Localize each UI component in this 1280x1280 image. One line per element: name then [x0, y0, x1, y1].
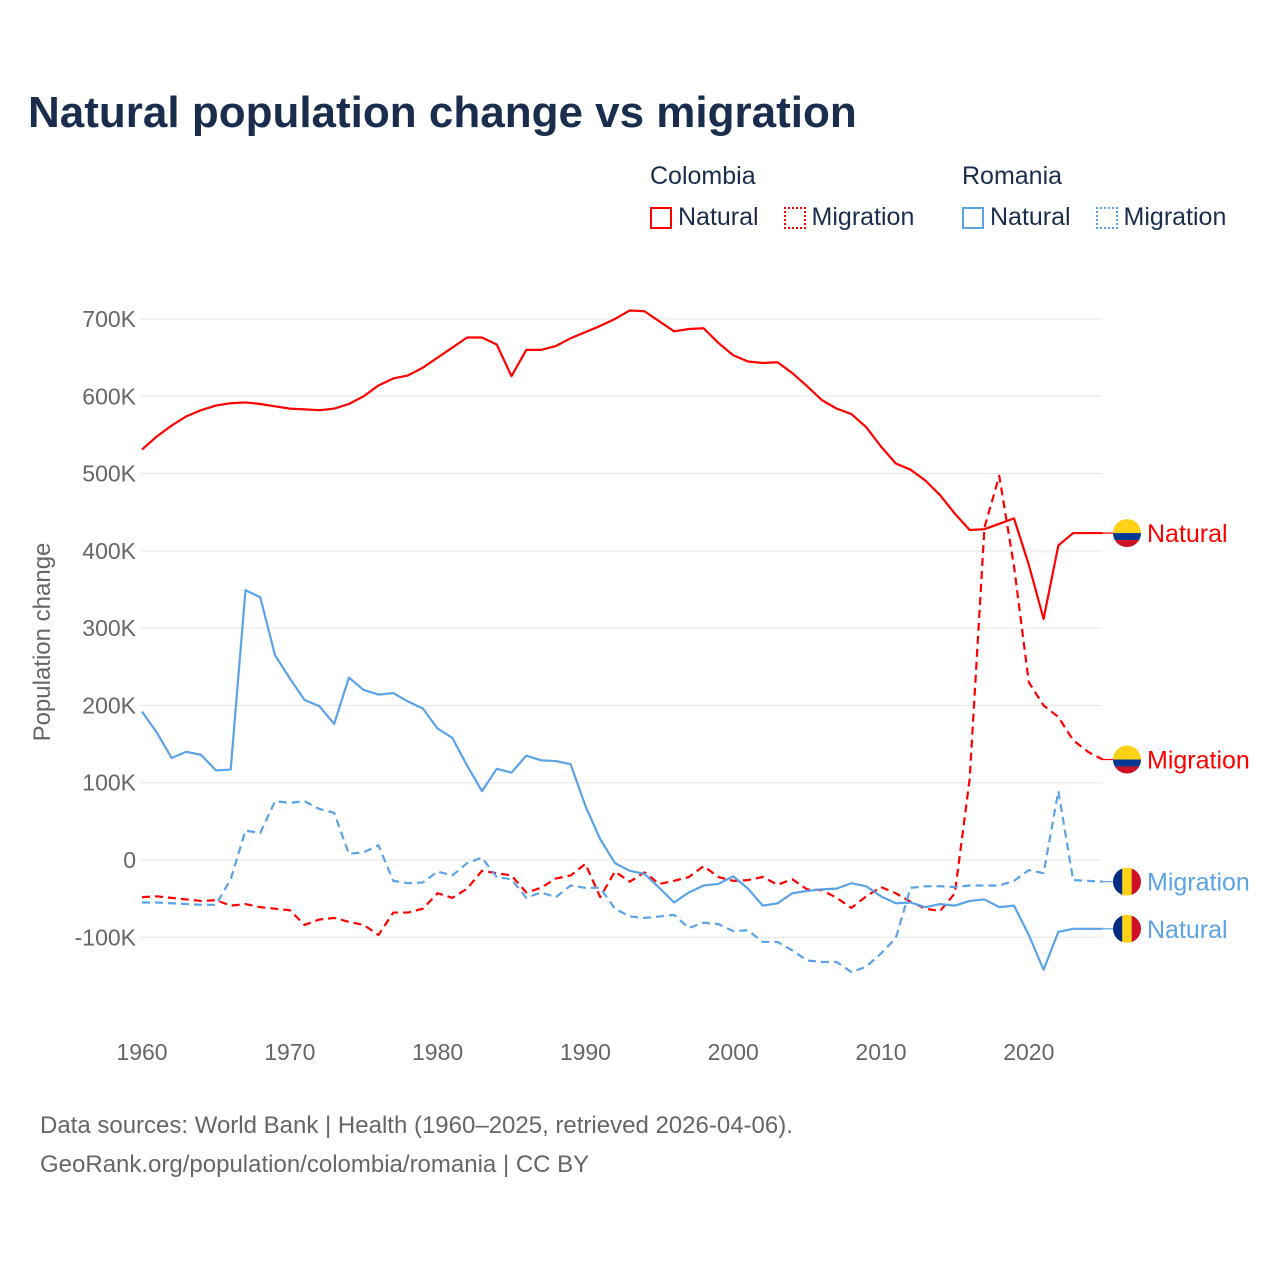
x-tick-label: 1970: [264, 1039, 315, 1065]
y-tick-label: 100K: [82, 770, 136, 796]
legend-colombia-natural[interactable]: Natural: [650, 203, 759, 232]
x-tick-label: 2010: [855, 1039, 906, 1065]
source-note: Data sources: World Bank | Health (1960–…: [40, 1106, 793, 1184]
flag-stripe: [1113, 867, 1123, 896]
chart-title: Natural population change vs migration: [28, 88, 857, 137]
flag-stripe: [1113, 519, 1141, 534]
x-tick-label: 2020: [1003, 1039, 1054, 1065]
source-line-2[interactable]: GeoRank.org/population/colombia/romania …: [40, 1151, 590, 1178]
flag-stripe: [1113, 745, 1141, 760]
flag-stripe: [1122, 867, 1132, 896]
legend-label: Migration: [1123, 203, 1227, 231]
y-tick-label: 0: [123, 847, 136, 873]
legend-label: Natural: [990, 203, 1071, 231]
legend-swatch-solid: [650, 206, 672, 229]
legend-romania: Romania Natural Migration: [962, 162, 1226, 236]
series-end-label: Natural: [1147, 520, 1228, 548]
flag-romania-icon: [1113, 914, 1141, 943]
flag-stripe: [1122, 914, 1132, 943]
series-line-colombia-migration: [141, 474, 1104, 937]
x-tick-label: 2000: [708, 1039, 759, 1065]
flag-stripe: [1113, 533, 1141, 541]
y-tick-label: 400K: [82, 538, 136, 564]
flag-colombia-icon: [1113, 745, 1141, 774]
flag-colombia-icon: [1113, 519, 1141, 548]
y-tick-label: 200K: [82, 692, 136, 718]
y-tick-label: 300K: [82, 615, 136, 641]
series-line-romania-natural: [141, 589, 1103, 971]
y-tick-label: 600K: [82, 383, 136, 409]
x-tick-label: 1990: [560, 1039, 611, 1065]
legend-romania-natural[interactable]: Natural: [962, 203, 1071, 232]
legend-colombia: Colombia Natural Migration: [650, 162, 932, 236]
series-line-romania-migration: [142, 790, 1103, 974]
legend-country-colombia: Colombia: [650, 162, 756, 190]
series-line-colombia-natural: [141, 309, 1103, 620]
legend-label: Migration: [811, 203, 915, 231]
series-end-label: Migration: [1147, 869, 1250, 897]
y-tick-label: -100K: [75, 924, 137, 950]
y-tick-label: 700K: [82, 306, 136, 332]
flag-stripe: [1131, 867, 1141, 896]
y-axis-label: Population change: [29, 543, 56, 742]
source-line-1: Data sources: World Bank | Health (1960–…: [40, 1112, 793, 1139]
x-tick-label: 1960: [116, 1039, 167, 1065]
flag-stripe: [1113, 914, 1123, 943]
legend-label: Natural: [678, 203, 759, 231]
legend-swatch-solid: [962, 206, 984, 229]
y-tick-label: 500K: [82, 461, 136, 487]
legend-romania-migration[interactable]: Migration: [1095, 203, 1227, 232]
series-end-label: Migration: [1147, 747, 1250, 775]
legend-country-romania: Romania: [962, 162, 1063, 190]
flag-romania-icon: [1113, 867, 1141, 896]
flag-stripe: [1113, 759, 1141, 767]
legend-colombia-migration[interactable]: Migration: [783, 203, 915, 232]
x-tick-label: 1980: [412, 1039, 463, 1065]
flag-stripe: [1113, 540, 1141, 548]
flag-stripe: [1113, 766, 1141, 774]
legend-swatch-dotted: [783, 206, 806, 229]
flag-stripe: [1131, 914, 1141, 943]
series-end-label: Natural: [1147, 916, 1228, 944]
legend-swatch-dotted: [1095, 206, 1118, 229]
